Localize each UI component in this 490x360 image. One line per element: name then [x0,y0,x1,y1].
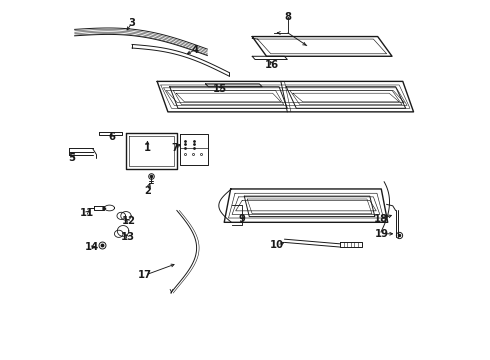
Text: 10: 10 [270,240,284,250]
Text: 15: 15 [213,84,227,94]
Text: 8: 8 [285,12,292,22]
Text: 14: 14 [84,242,98,252]
Text: 13: 13 [121,232,134,242]
Text: 11: 11 [79,208,94,218]
Text: 2: 2 [144,186,151,196]
Text: 9: 9 [239,215,245,224]
Text: 3: 3 [128,18,135,28]
Text: 12: 12 [122,216,135,226]
Text: 7: 7 [172,143,178,153]
Text: 16: 16 [265,60,279,70]
Text: 19: 19 [375,229,389,239]
Text: 6: 6 [108,132,115,142]
Text: 4: 4 [191,45,198,55]
Text: 1: 1 [144,143,151,153]
Text: 5: 5 [69,153,75,163]
Text: 17: 17 [138,270,152,280]
Text: 18: 18 [373,215,388,224]
